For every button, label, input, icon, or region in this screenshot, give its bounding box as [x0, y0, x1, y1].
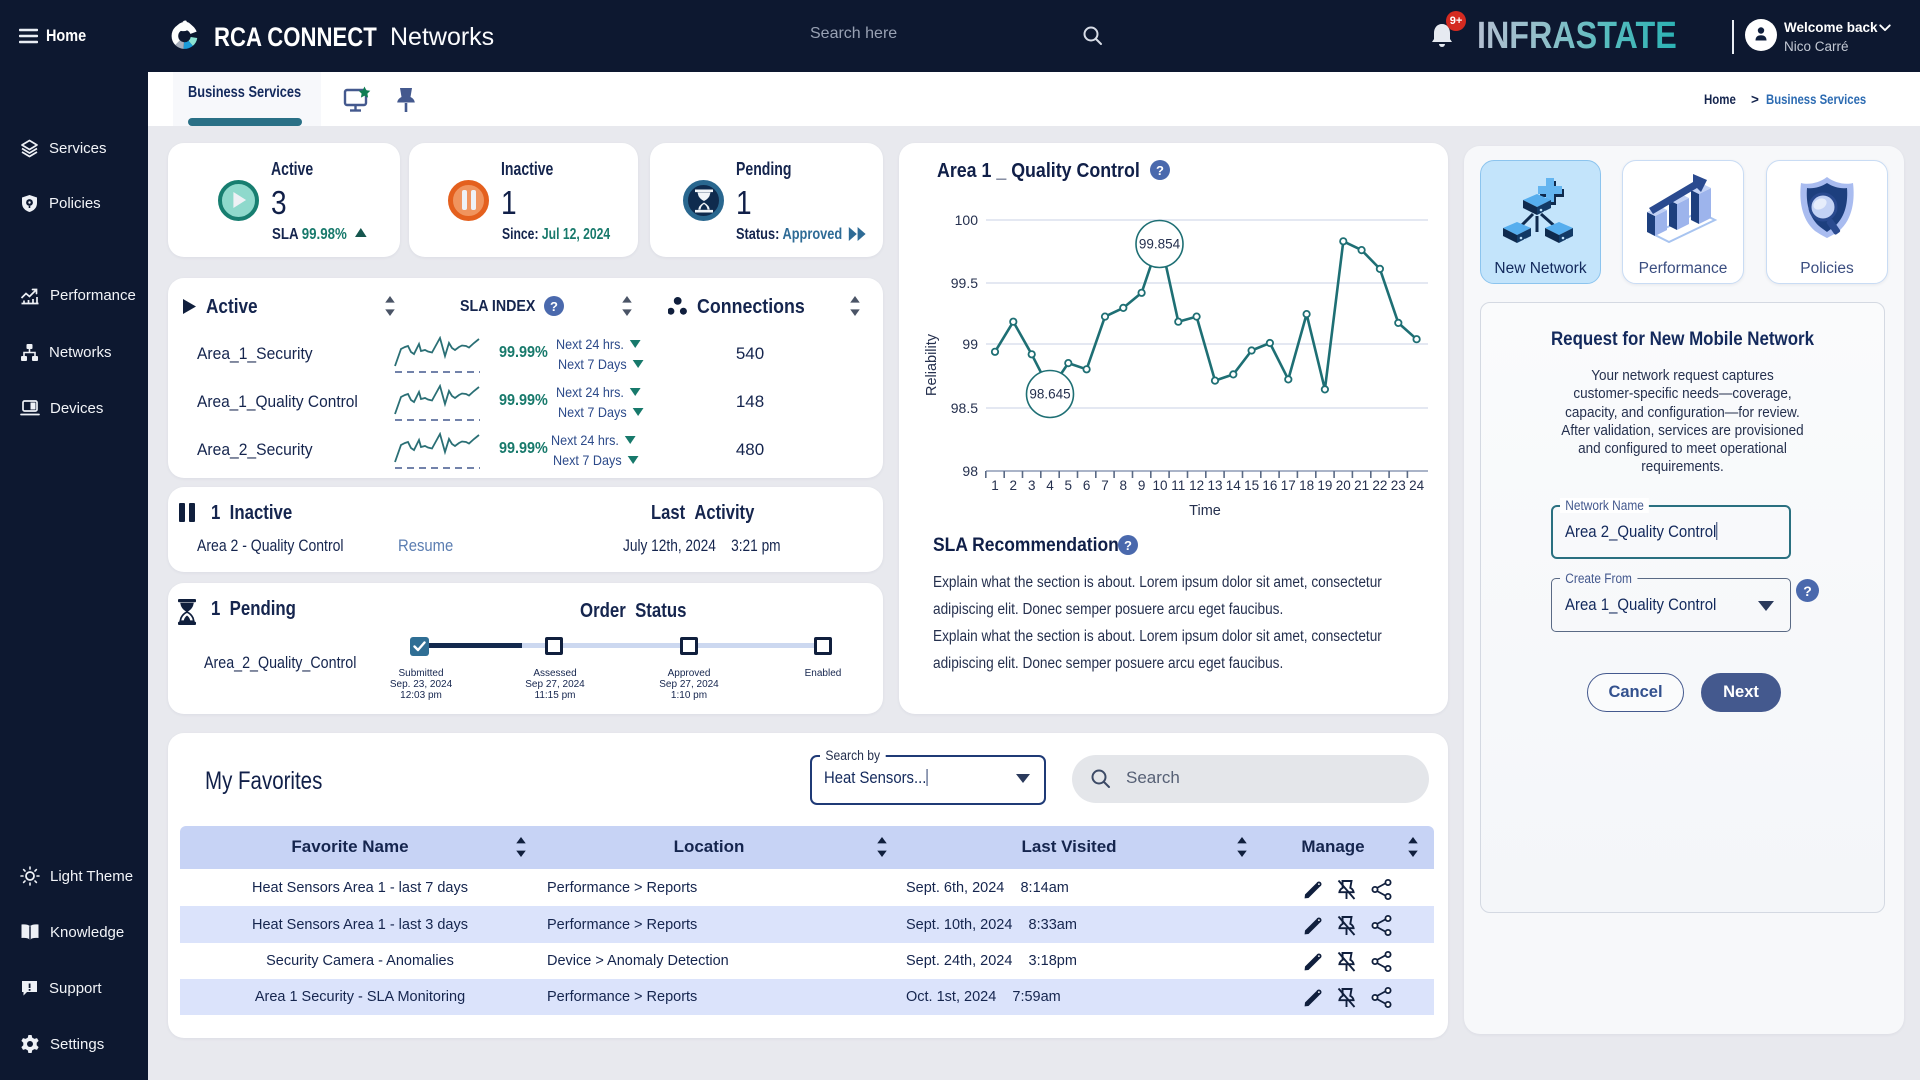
svg-text:15: 15 [1244, 478, 1259, 493]
svg-text:14: 14 [1226, 478, 1242, 493]
svg-text:18: 18 [1299, 478, 1314, 493]
svg-text:4: 4 [1046, 478, 1054, 493]
svg-text:9: 9 [1138, 478, 1146, 493]
svg-text:16: 16 [1262, 478, 1277, 493]
svg-text:Time: Time [1189, 503, 1221, 519]
svg-text:99.854: 99.854 [1139, 237, 1181, 252]
svg-text:8: 8 [1120, 478, 1128, 493]
svg-text:11: 11 [1171, 478, 1185, 493]
svg-text:1: 1 [991, 478, 999, 493]
svg-text:10: 10 [1152, 478, 1167, 493]
svg-text:5: 5 [1065, 478, 1073, 493]
svg-text:99.5: 99.5 [951, 275, 978, 291]
svg-text:17: 17 [1281, 478, 1296, 493]
svg-text:Reliability: Reliability [924, 333, 940, 396]
svg-text:2: 2 [1010, 478, 1018, 493]
svg-text:12: 12 [1189, 478, 1204, 493]
svg-text:21: 21 [1354, 478, 1369, 493]
svg-text:7: 7 [1101, 478, 1109, 493]
svg-text:98.645: 98.645 [1029, 387, 1070, 402]
svg-text:98.5: 98.5 [951, 400, 978, 416]
svg-text:3: 3 [1028, 478, 1036, 493]
svg-text:13: 13 [1207, 478, 1222, 493]
svg-text:6: 6 [1083, 478, 1091, 493]
svg-text:98: 98 [962, 463, 978, 479]
svg-text:99: 99 [962, 336, 978, 352]
svg-text:20: 20 [1336, 478, 1351, 493]
svg-text:19: 19 [1317, 478, 1332, 493]
svg-text:23: 23 [1391, 478, 1406, 493]
svg-text:22: 22 [1372, 478, 1387, 493]
svg-text:100: 100 [955, 212, 979, 228]
svg-text:24: 24 [1409, 478, 1425, 493]
